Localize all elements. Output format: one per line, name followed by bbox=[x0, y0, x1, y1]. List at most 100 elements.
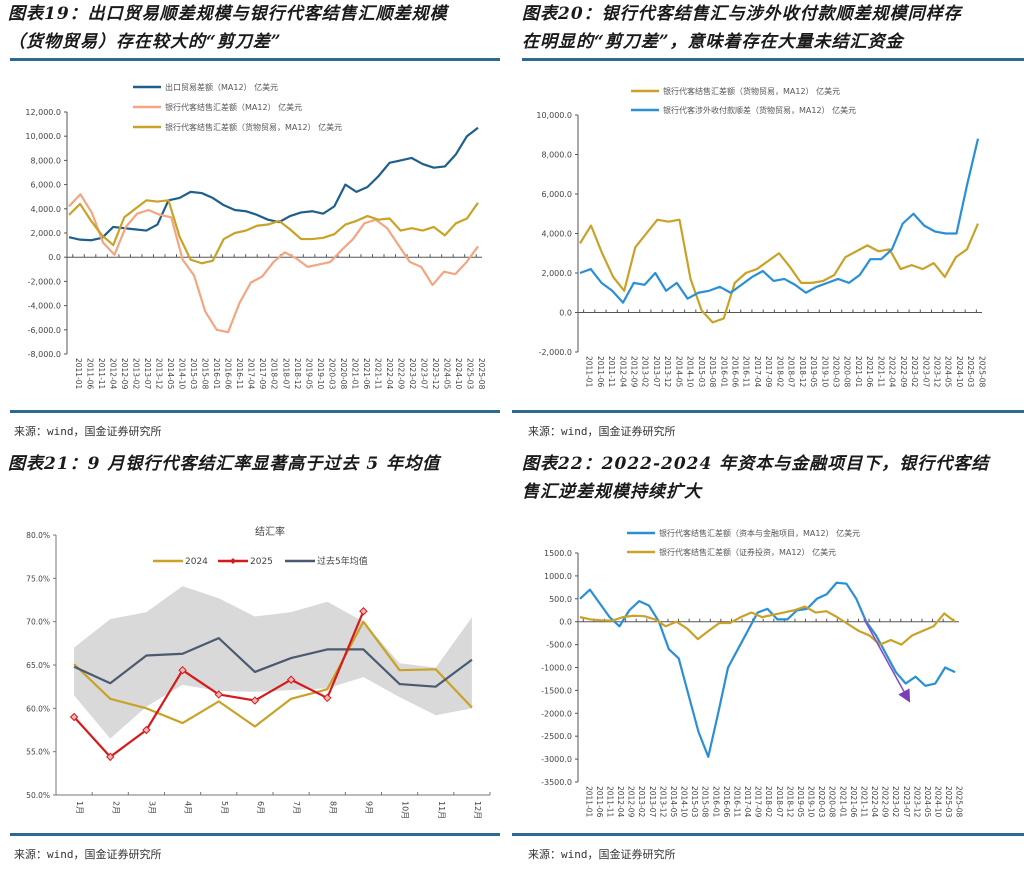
x-tick-label: 2014-05 bbox=[669, 786, 678, 818]
x-tick-label: 2023-02 bbox=[910, 356, 919, 388]
series-line-1 bbox=[68, 193, 479, 334]
x-tick-label: 2021-01 bbox=[854, 356, 863, 388]
fig20-title-line2: 在明显的“剪刀差”，意味着存在大量未结汇资金 bbox=[522, 32, 904, 52]
series-line-1 bbox=[579, 605, 956, 646]
x-tick-label: 5月 bbox=[220, 801, 229, 814]
x-tick-label: 2011-01 bbox=[74, 358, 83, 390]
legend-label-1: 银行代客结售汇差额（证券投资，MA12） 亿美元 bbox=[659, 547, 836, 557]
fig20-title-line1: 图表20：银行代客结售汇与涉外收付款顺差规模同样存 bbox=[522, 4, 962, 24]
series-marker-1 bbox=[106, 752, 115, 762]
x-tick-label: 2020-08 bbox=[339, 358, 348, 390]
legend-label-1: 2025 bbox=[250, 557, 273, 567]
x-tick-label: 2013-07 bbox=[652, 356, 661, 388]
series-line-2 bbox=[68, 199, 479, 265]
legend-label-0: 2024 bbox=[185, 557, 208, 567]
x-tick-label: 2021-11 bbox=[373, 358, 382, 390]
x-tick-label: 2014-05 bbox=[674, 356, 683, 388]
x-tick-label: 2013-02 bbox=[637, 786, 646, 818]
x-tick-label: 2024-05 bbox=[923, 786, 932, 818]
x-tick-label: 2014-05 bbox=[166, 358, 175, 390]
x-tick-label: 2016-11 bbox=[235, 358, 244, 390]
x-tick-label: 2023-12 bbox=[431, 358, 440, 390]
fig19-title-line2: （货物贸易）存在较大的“剪刀差” bbox=[8, 32, 282, 52]
x-tick-label: 2020-03 bbox=[817, 786, 826, 818]
series-marker-1 bbox=[323, 693, 332, 703]
series-line-1 bbox=[579, 138, 980, 304]
x-tick-label: 2024-05 bbox=[944, 356, 953, 388]
y-tick-label: 0.0 bbox=[559, 309, 572, 318]
y-tick-label: -4,000.0 bbox=[28, 302, 61, 311]
x-tick-label: 2015-08 bbox=[708, 356, 717, 388]
y-tick-label: 4,000.0 bbox=[30, 205, 61, 214]
x-tick-label: 2020-03 bbox=[832, 356, 841, 388]
x-tick-label: 2012-04 bbox=[108, 358, 117, 390]
x-tick-label: 2012-09 bbox=[627, 786, 636, 818]
x-tick-label: 2019-10 bbox=[820, 356, 829, 388]
x-tick-label: 2025-03 bbox=[466, 358, 475, 390]
x-tick-label: 2021-11 bbox=[859, 786, 868, 818]
x-tick-label: 2024-10 bbox=[934, 786, 943, 818]
x-tick-label: 2013-12 bbox=[658, 786, 667, 818]
x-tick-label: 2022-09 bbox=[899, 356, 908, 388]
fig19-source-rule bbox=[10, 410, 500, 413]
fig22-title-line2: 售汇逆差规模持续扩大 bbox=[522, 482, 702, 502]
legend-label-2: 银行代客结售汇差额（货物贸易，MA12） 亿美元 bbox=[165, 122, 342, 132]
x-tick-label: 2013-12 bbox=[663, 356, 672, 388]
x-tick-label: 2011-06 bbox=[85, 358, 94, 390]
x-tick-label: 2019-10 bbox=[316, 358, 325, 390]
series-marker-1 bbox=[69, 712, 79, 722]
x-tick-label: 2016-01 bbox=[719, 356, 728, 388]
x-tick-label: 2022-04 bbox=[385, 358, 394, 390]
x-tick-label: 2016-01 bbox=[212, 358, 221, 390]
x-tick-label: 2023-02 bbox=[891, 786, 900, 818]
x-tick-label: 2023-07 bbox=[420, 358, 429, 390]
x-tick-label: 2018-07 bbox=[281, 358, 290, 390]
y-tick-label: -3500.0 bbox=[541, 778, 572, 787]
x-tick-label: 2017-09 bbox=[764, 356, 773, 388]
y-tick-label: 1000.0 bbox=[544, 572, 572, 581]
x-tick-label: 2017-04 bbox=[247, 358, 256, 390]
x-tick-label: 2023-07 bbox=[902, 786, 911, 818]
y-tick-label: 1500.0 bbox=[544, 549, 572, 558]
x-tick-label: 2017-04 bbox=[743, 786, 752, 818]
trend-arrow-annotation bbox=[863, 618, 911, 703]
x-tick-label: 2025-08 bbox=[977, 356, 986, 388]
fig19-title-line1: 图表19：出口贸易顺差规模与银行代客结售汇顺差规模 bbox=[8, 4, 448, 24]
y-tick-label: -2,000.0 bbox=[539, 348, 572, 357]
x-tick-label: 2018-02 bbox=[775, 356, 784, 388]
x-tick-label: 2016-01 bbox=[711, 786, 720, 818]
y-tick-label: -1500.0 bbox=[541, 686, 572, 695]
x-tick-label: 7月 bbox=[292, 801, 301, 814]
x-tick-label: 6月 bbox=[256, 801, 265, 814]
y-tick-label: 2,000.0 bbox=[541, 269, 572, 278]
fig22-source: 来源：wind，国金证券研究所 bbox=[528, 848, 676, 861]
y-tick-label: -2000.0 bbox=[541, 709, 572, 718]
x-tick-label: 2018-07 bbox=[775, 786, 784, 818]
x-tick-label: 2014-10 bbox=[680, 786, 689, 818]
y-tick-label: 6,000.0 bbox=[30, 181, 61, 190]
fig21-source: 来源：wind，国金证券研究所 bbox=[14, 848, 162, 861]
y-tick-label: 4,000.0 bbox=[541, 230, 572, 239]
x-tick-label: 2013-12 bbox=[154, 358, 163, 390]
x-tick-label: 8月 bbox=[328, 801, 337, 814]
y-tick-label: 75.0% bbox=[26, 574, 50, 583]
x-tick-label: 2012-04 bbox=[618, 356, 627, 388]
y-tick-label: -8,000.0 bbox=[28, 350, 61, 359]
y-tick-label: 10,000.0 bbox=[25, 132, 61, 141]
x-tick-label: 2014-10 bbox=[178, 358, 187, 390]
y-tick-label: -3000.0 bbox=[541, 755, 572, 764]
x-tick-label: 11月 bbox=[437, 801, 446, 819]
x-tick-label: 2017-09 bbox=[754, 786, 763, 818]
x-tick-label: 2021-01 bbox=[838, 786, 847, 818]
x-tick-label: 2018-07 bbox=[787, 356, 796, 388]
x-tick-label: 2012-04 bbox=[616, 786, 625, 818]
x-tick-label: 2017-04 bbox=[753, 356, 762, 388]
fig22-title-line1: 图表22：2022-2024 年资本与金融项目下，银行代客结 bbox=[522, 454, 990, 474]
x-tick-label: 2023-12 bbox=[912, 786, 921, 818]
series-marker-1 bbox=[178, 665, 187, 675]
x-tick-label: 2024-10 bbox=[955, 356, 964, 388]
x-tick-label: 2015-03 bbox=[690, 786, 699, 818]
series-line-0 bbox=[73, 620, 473, 728]
y-tick-label: 8,000.0 bbox=[541, 151, 572, 160]
x-tick-label: 2022-09 bbox=[881, 786, 890, 818]
